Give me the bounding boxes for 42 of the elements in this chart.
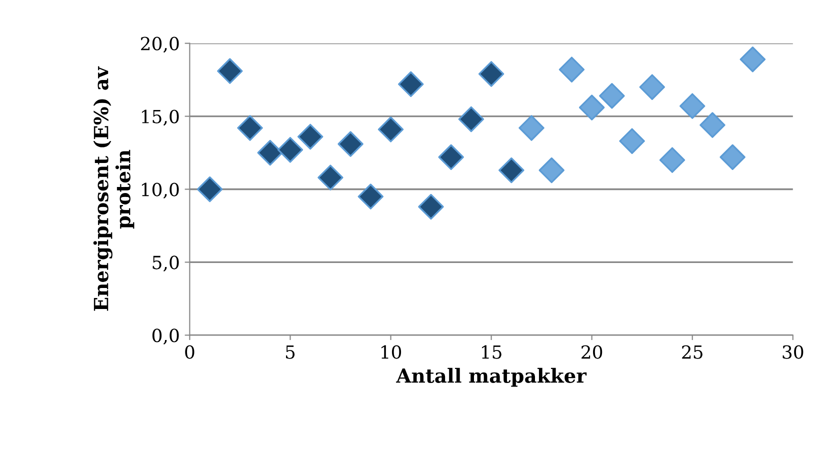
point: [639, 74, 666, 100]
x-tick-label: 15: [482, 345, 502, 359]
y-tick-label: 0,0: [152, 328, 179, 344]
point: [257, 140, 283, 166]
point: [398, 71, 424, 98]
point: [558, 56, 585, 82]
point: [297, 124, 324, 150]
point: [740, 46, 766, 72]
point: [318, 164, 344, 190]
point: [538, 157, 564, 184]
point: [217, 58, 243, 84]
point: [458, 106, 484, 132]
y-axis-title: Energiprosent (E%) av protein: [93, 66, 134, 311]
point: [237, 115, 263, 141]
point: [578, 94, 605, 120]
x-tick-label: 30: [782, 345, 804, 359]
point: [438, 144, 464, 170]
point: [478, 61, 504, 87]
point: [720, 144, 746, 170]
x-axis-title: Antall matpakker: [396, 368, 587, 387]
point: [277, 136, 304, 163]
x-tick-label: 5: [286, 345, 295, 359]
point: [700, 112, 726, 138]
y-tick-label: 20,0: [140, 36, 179, 53]
x-tick-label: 20: [582, 345, 602, 359]
point: [599, 82, 625, 109]
point: [418, 194, 444, 220]
point: [196, 176, 223, 202]
y-tick-label: 15,0: [142, 110, 179, 126]
point: [498, 157, 524, 184]
point: [378, 116, 404, 142]
x-tick-label: 10: [381, 345, 402, 359]
point: [680, 93, 706, 119]
x-tick-label: 0: [185, 345, 194, 359]
point: [659, 147, 686, 173]
y-tick-label: 10,0: [142, 182, 179, 199]
y-tick-label: 5,0: [152, 256, 179, 272]
point: [619, 128, 645, 154]
point: [338, 131, 364, 157]
point: [518, 115, 544, 141]
point: [358, 184, 384, 210]
x-tick-label: 25: [682, 345, 702, 359]
